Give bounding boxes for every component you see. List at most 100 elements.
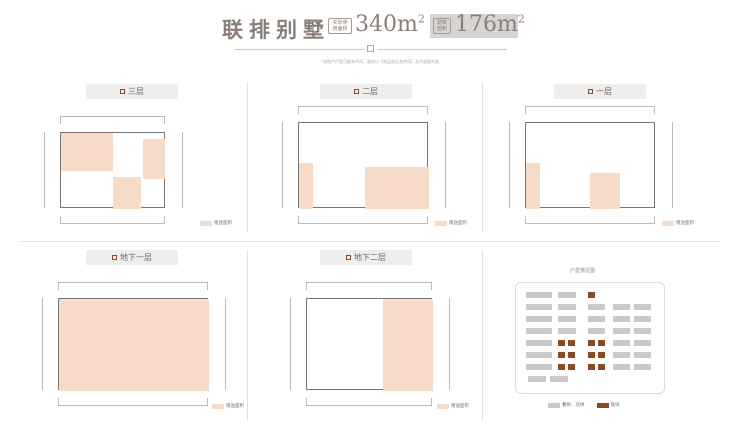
building-other — [613, 364, 630, 370]
panel-header-1: 三层 — [86, 84, 178, 99]
separator — [482, 250, 483, 420]
building-other — [634, 364, 651, 370]
legend-label: 联排 — [610, 403, 620, 408]
dimension-line — [665, 122, 673, 208]
dimension-line — [509, 122, 517, 208]
legend-swatch-other — [548, 402, 560, 408]
building-other — [558, 304, 576, 310]
divider-right — [377, 49, 507, 50]
bullet-square-icon — [588, 89, 593, 94]
building-other — [588, 316, 605, 322]
site-plan — [515, 282, 665, 394]
dimension-line — [438, 122, 446, 208]
floor-plan — [58, 298, 209, 391]
page-title: 联排别墅 — [222, 17, 330, 42]
building-other — [526, 292, 552, 298]
dimension-line — [60, 216, 165, 224]
gift-area — [526, 163, 540, 209]
building-townhouse — [588, 340, 595, 346]
area2-unit-sup: 2 — [517, 12, 525, 26]
area1-value: 340m2 — [355, 12, 425, 37]
building-townhouse — [568, 352, 575, 358]
area1-number: 340m — [355, 12, 418, 37]
building-other — [558, 328, 576, 334]
building-other — [588, 328, 605, 334]
dimension-line — [442, 298, 450, 390]
building-townhouse — [598, 340, 605, 346]
gift-area — [365, 167, 429, 209]
dimension-line — [525, 216, 655, 224]
divider-ornament — [367, 45, 374, 52]
building-other — [558, 292, 576, 298]
building-other — [550, 376, 568, 382]
area2-number: 176m — [455, 12, 518, 37]
legend-gift-area: 赠送面积 — [212, 403, 244, 409]
building-townhouse — [558, 340, 565, 346]
bullet-square-icon — [354, 89, 359, 94]
dimension-line — [525, 106, 655, 114]
building-other — [526, 340, 552, 346]
legend-swatch-townhouse — [596, 402, 609, 408]
panel-title: 地下一层 — [120, 253, 152, 262]
legend-gift-area: 赠送面积 — [200, 220, 232, 226]
legend-swatch — [435, 220, 447, 226]
panel-title: 一层 — [596, 87, 612, 96]
divider-left — [235, 49, 365, 50]
bullet-square-icon — [112, 255, 117, 260]
dimension-line — [218, 298, 226, 390]
building-other — [558, 316, 576, 322]
building-townhouse — [588, 292, 595, 298]
building-other — [526, 316, 552, 322]
building-townhouse — [568, 364, 575, 370]
floor-plan — [298, 122, 429, 209]
building-other — [634, 316, 651, 322]
bullet-square-icon — [120, 89, 125, 94]
legend-label: 赠送面积 — [449, 221, 467, 226]
gift-area — [143, 139, 165, 179]
gift-area — [61, 133, 83, 171]
dimension-line — [290, 298, 298, 390]
panel-title: 三层 — [128, 87, 144, 96]
building-other — [526, 328, 552, 334]
building-other — [528, 376, 546, 382]
legend-gift-area: 赠送面积 — [437, 403, 469, 409]
site-plan-title: 户型落位图 — [570, 268, 596, 274]
legend-swatch — [437, 403, 449, 409]
gift-area — [590, 173, 620, 209]
building-townhouse — [568, 340, 575, 346]
building-other — [613, 304, 630, 310]
building-other — [613, 328, 630, 334]
separator — [247, 250, 248, 420]
dimension-line — [298, 216, 428, 224]
legend-gift-area: 赠送面积 — [662, 220, 694, 226]
building-other — [613, 316, 630, 322]
disclaimer-note: *该地产户型可能有不同，最终以《商品房买卖合同》及平面图为准 — [321, 59, 439, 64]
separator — [247, 82, 248, 232]
gift-area — [59, 299, 209, 391]
legend-label: 赠送面积 — [226, 404, 244, 409]
building-townhouse — [558, 364, 565, 370]
separator — [20, 241, 720, 242]
separator — [482, 82, 483, 232]
site-plan-legend: 叠拼、双拼 联排 — [548, 402, 620, 408]
panel-title: 地下二层 — [354, 253, 386, 262]
building-townhouse — [598, 352, 605, 358]
area1-label: 实际使用面积 — [328, 18, 352, 34]
building-other — [634, 340, 651, 346]
dimension-line — [306, 282, 432, 290]
legend-swatch — [212, 403, 224, 409]
gift-area — [113, 177, 141, 209]
dimension-line — [282, 122, 290, 208]
building-townhouse — [558, 352, 565, 358]
building-other — [634, 352, 651, 358]
legend-label: 赠送面积 — [214, 221, 232, 226]
area1-unit-sup: 2 — [417, 12, 425, 26]
legend-label: 赠送面积 — [451, 404, 469, 409]
building-townhouse — [598, 364, 605, 370]
building-other — [613, 340, 630, 346]
building-townhouse — [588, 352, 595, 358]
area2-value: 176m2 — [455, 12, 525, 37]
panel-header-2: 二层 — [320, 84, 412, 99]
building-other — [588, 304, 605, 310]
gift-area — [383, 299, 433, 391]
